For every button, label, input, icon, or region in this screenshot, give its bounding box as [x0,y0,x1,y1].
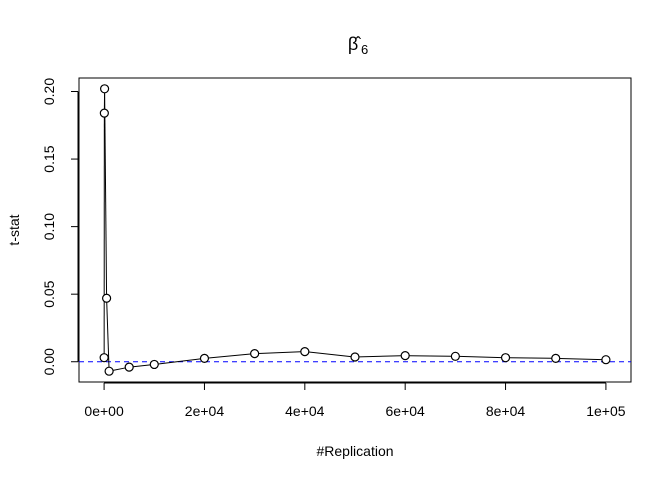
y-tick-label: 0.10 [41,213,57,240]
series-line-segment [158,358,201,365]
data-point [99,353,109,363]
y-tick-label: 0.15 [41,145,57,172]
y-tick-label: 0.20 [41,78,57,105]
series-line-segment [208,353,251,359]
series-line-segment [358,355,402,358]
series-line-segment [133,364,151,368]
chart-title: β̂ 6 [348,34,368,57]
series-layer [99,84,611,376]
series-line-segment [308,351,352,358]
series-line-segment [104,92,108,295]
data-point [149,359,159,370]
data-point [400,351,410,361]
x-tick-label: 4e+04 [285,403,325,419]
y-axis-title: t-stat [6,214,22,245]
series-line-segment [409,355,452,357]
data-point [199,353,210,363]
series-line-segment [112,367,126,371]
series-line-segment [559,357,602,361]
series-line-segment [509,357,552,359]
data-point [250,349,260,359]
x-axis: 0e+00 2e+04 4e+04 6e+04 8e+04 1e+05 [84,382,626,419]
data-point [101,293,112,303]
x-tick-label: 8e+04 [486,403,526,419]
series-line-segment [106,302,110,368]
x-tick-label: 0e+00 [84,403,124,419]
chart-title-symbol: β̂ [348,34,361,54]
plot-area-border [78,77,632,383]
chart-title-subscript: 6 [361,42,368,57]
y-tick-label: 0.00 [41,348,57,375]
x-tick-label: 6e+04 [386,403,426,419]
x-tick-label: 2e+04 [185,403,225,419]
data-point [450,351,460,361]
data-point [104,366,114,376]
data-point [99,84,110,94]
data-point [124,362,134,372]
data-point [300,347,310,357]
series-line-segment [459,355,502,359]
data-point [601,355,611,365]
series-line-segment [258,351,301,354]
data-point [500,353,511,363]
y-tick-label: 0.05 [41,280,57,307]
x-tick-label: 1e+05 [586,403,626,419]
data-point [551,353,561,363]
y-axis: 0.00 0.05 0.10 0.15 0.20 [41,78,79,375]
data-point [350,352,360,362]
x-axis-title: #Replication [316,443,393,459]
data-point [99,108,109,118]
